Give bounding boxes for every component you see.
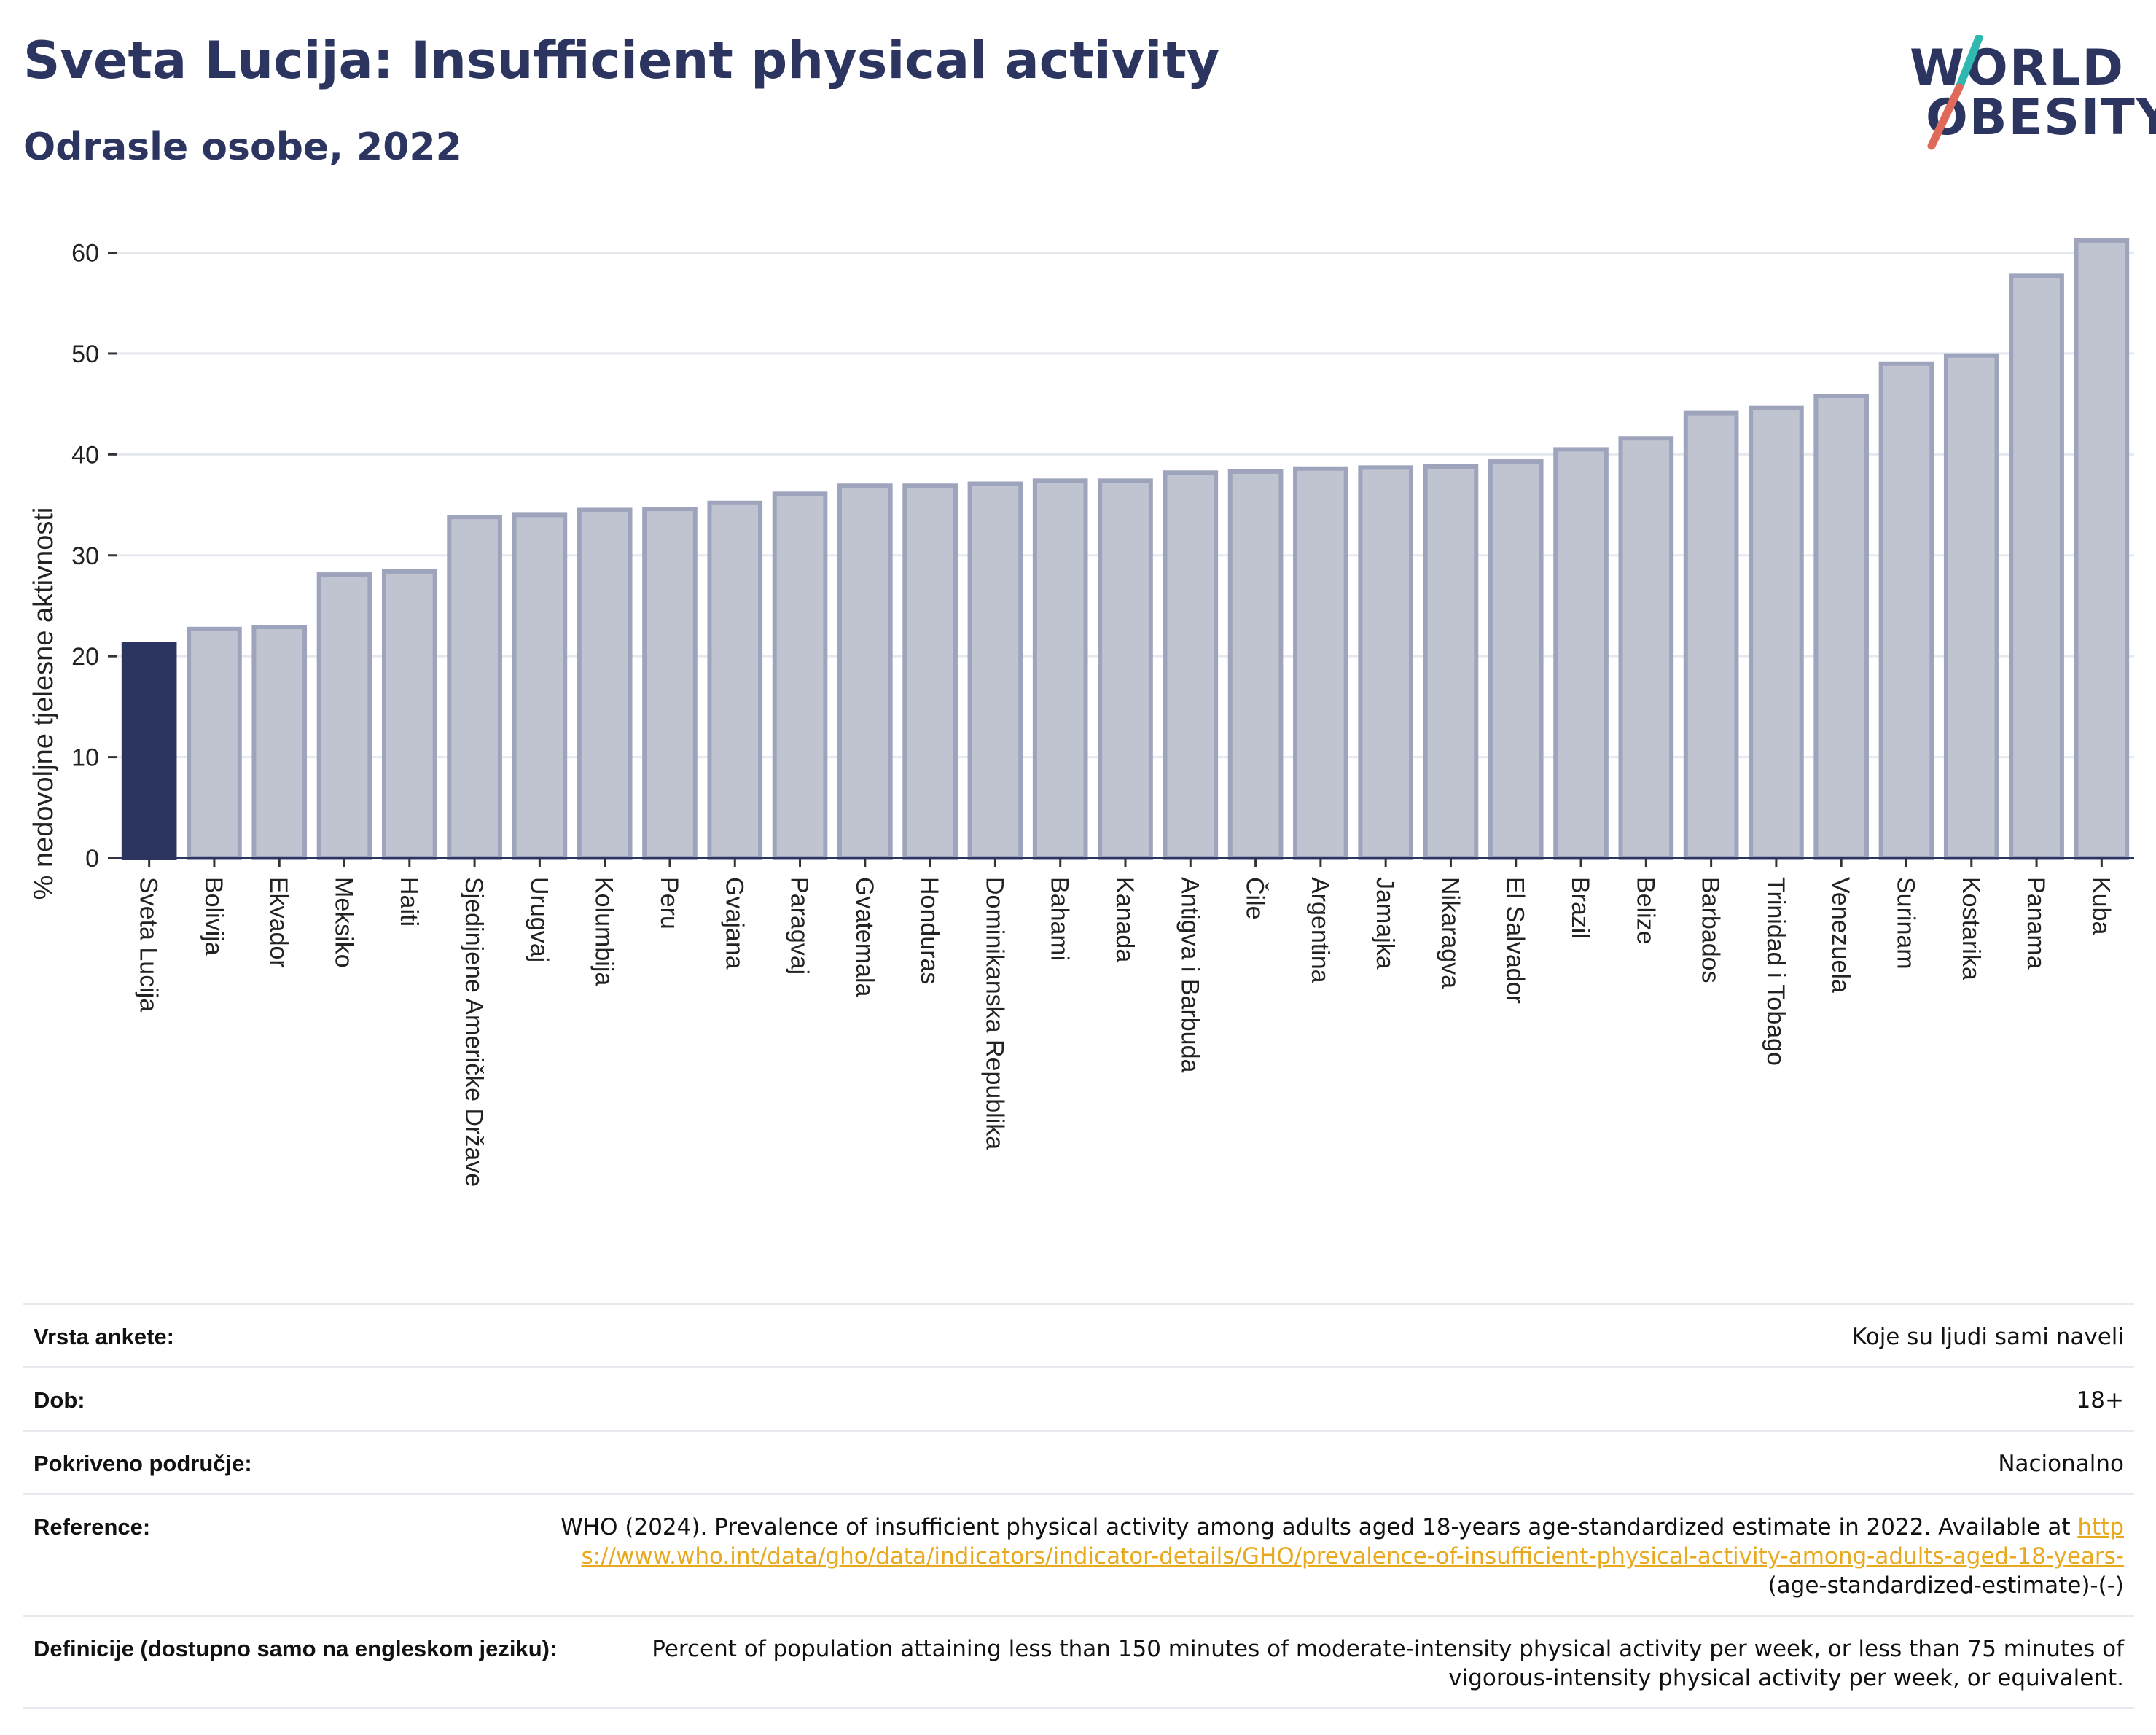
- logo-slash-icon: [1927, 35, 1983, 150]
- x-tick-label: Kolumbija: [590, 877, 618, 986]
- bar-panama[interactable]: [2009, 273, 2064, 861]
- x-tick-label: Belize: [1631, 877, 1659, 945]
- meta-value: 18+: [2076, 1387, 2124, 1414]
- x-tick-label: Ekvador: [265, 877, 292, 968]
- meta-key: Dob:: [34, 1387, 85, 1413]
- x-tick-label: Kuba: [2087, 877, 2114, 935]
- x-tick-label: Peru: [655, 877, 683, 929]
- bar-gvatemala[interactable]: [837, 483, 893, 860]
- x-tick-label: Bahami: [1046, 877, 1074, 961]
- meta-row: Pokriveno područje: Nacionalno: [23, 1430, 2134, 1493]
- x-tick-label: Sjedinjene Američke Države: [460, 877, 488, 1187]
- bar-surinam[interactable]: [1878, 361, 1934, 860]
- x-tick-label: Gvatemala: [851, 877, 878, 997]
- bar-meksiko[interactable]: [316, 572, 372, 860]
- y-tick-label: 50: [71, 340, 99, 368]
- x-tick-label: Brazil: [1566, 877, 1594, 939]
- x-tick-label: Čile: [1241, 877, 1269, 920]
- logo-text-obesity: OBESITY: [1926, 89, 2156, 147]
- world-obesity-logo: WORLD OBESITY: [1895, 35, 2156, 159]
- x-tick-label: Argentina: [1306, 877, 1334, 983]
- meta-key: Reference:: [34, 1514, 151, 1540]
- bar-honduras[interactable]: [902, 483, 958, 860]
- meta-key: Definicije (dostupno samo na engleskom j…: [34, 1636, 558, 1661]
- metadata-table: Vrsta ankete: Koje su ljudi sami naveli …: [23, 1303, 2134, 1709]
- bar-antigva-i-barbuda[interactable]: [1163, 470, 1219, 860]
- x-tick-label: Nikaragva: [1436, 877, 1464, 989]
- bar-kanada[interactable]: [1098, 478, 1153, 861]
- bar-nikaragva[interactable]: [1423, 464, 1479, 860]
- meta-value: Percent of population attaining less tha…: [652, 1636, 2124, 1691]
- axes: 0 10 20 30 40 50 60 Sveta Lucija Bolivija Ekvador…: [71, 240, 2134, 1187]
- y-tick-label: 20: [71, 643, 99, 671]
- x-tick-label: Dominikanska Republika: [980, 877, 1008, 1150]
- bar-sveta-lucija[interactable]: [121, 642, 177, 860]
- x-tick-label: Venezuela: [1827, 877, 1854, 993]
- meta-key: Vrsta ankete:: [34, 1324, 174, 1349]
- bar-kuba[interactable]: [2074, 238, 2130, 860]
- bar-peru[interactable]: [642, 507, 698, 860]
- meta-row: Vrsta ankete: Koje su ljudi sami naveli: [23, 1303, 2134, 1366]
- meta-value: Koje su ljudi sami naveli: [1851, 1324, 2124, 1350]
- bar-dominikanska-republika[interactable]: [967, 481, 1023, 860]
- bar-gvajana[interactable]: [707, 500, 763, 860]
- chart-subtitle: Odrasle osobe, 2022: [23, 125, 462, 169]
- bar-sjedinjene-američke-države[interactable]: [447, 515, 502, 860]
- x-tick-label: Gvajana: [720, 877, 748, 970]
- x-tick-label: Kostarika: [1957, 877, 1985, 980]
- x-tick-label: Jamajka: [1371, 877, 1399, 970]
- logo-text-world: WORLD: [1910, 39, 2125, 97]
- bar-trinidad-i-tobago[interactable]: [1749, 405, 1804, 860]
- x-tick-label: Kanada: [1111, 877, 1138, 962]
- x-tick-label: El Salvador: [1501, 877, 1529, 1004]
- x-tick-label: Bolivija: [200, 877, 227, 956]
- bar-kostarika[interactable]: [1943, 353, 1999, 860]
- bar-bahami[interactable]: [1032, 478, 1088, 861]
- bar-urugvaj[interactable]: [512, 512, 568, 860]
- bar-belize[interactable]: [1618, 436, 1674, 860]
- x-tick-label: Surinam: [1891, 877, 1919, 970]
- reference-text: WHO (2024). Prevalence of insufficient p…: [561, 1514, 2071, 1540]
- meta-key: Pokriveno područje:: [34, 1451, 252, 1476]
- bar-paragvaj[interactable]: [772, 491, 828, 860]
- bar-venezuela[interactable]: [1813, 394, 1870, 861]
- meta-value: WHO (2024). Prevalence of insufficient p…: [558, 1495, 2134, 1615]
- y-tick-label: 0: [85, 845, 99, 873]
- bar-kolumbija[interactable]: [577, 507, 633, 860]
- reference-link[interactable]: https://www.who.int/data/gho/data/indica…: [581, 1514, 2124, 1570]
- x-tick-label: Honduras: [915, 877, 943, 984]
- x-tick-label: Paragvaj: [786, 877, 813, 975]
- x-tick-label: Trinidad i Tobago: [1762, 877, 1789, 1066]
- meta-row-reference: Reference: WHO (2024). Prevalence of ins…: [23, 1493, 2134, 1615]
- x-tick-label: Urugvaj: [525, 877, 552, 962]
- meta-value: Nacionalno: [1998, 1451, 2124, 1477]
- meta-row: Dob: 18+: [23, 1366, 2134, 1430]
- bar-čile[interactable]: [1227, 469, 1284, 860]
- bars: [121, 238, 2130, 861]
- bar-chart: 0 10 20 30 40 50 60 Sveta Lucija Bolivija Ekvador…: [28, 238, 2134, 1187]
- y-tick-label: 60: [71, 240, 99, 268]
- bar-brazil[interactable]: [1553, 447, 1609, 860]
- y-tick-label: 40: [71, 441, 99, 469]
- bar-barbados[interactable]: [1683, 410, 1739, 861]
- x-tick-label: Meksiko: [330, 877, 358, 968]
- bar-ekvador[interactable]: [251, 625, 308, 860]
- x-tick-label: Haiti: [395, 877, 423, 927]
- bar-bolivija[interactable]: [187, 626, 242, 860]
- bar-haiti[interactable]: [381, 569, 437, 861]
- x-tick-label: Antigva i Barbuda: [1176, 877, 1203, 1072]
- y-tick-label: 30: [71, 542, 99, 570]
- y-axis-label: % nedovoljne tjelesne aktivnosti: [28, 507, 59, 900]
- bar-jamajka[interactable]: [1358, 465, 1413, 861]
- bar-el-salvador[interactable]: [1488, 459, 1544, 860]
- chart-title: Sveta Lucija: Insufficient physical acti…: [23, 31, 1220, 90]
- meta-row-definition: Definicije (dostupno samo na engleskom j…: [23, 1615, 2134, 1709]
- x-tick-label: Panama: [2022, 877, 2050, 970]
- y-tick-label: 10: [71, 744, 99, 772]
- bar-argentina[interactable]: [1293, 466, 1348, 860]
- x-tick-label: Sveta Lucija: [135, 877, 163, 1012]
- x-tick-label: Barbados: [1697, 877, 1725, 983]
- reference-suffix: (age-standardized-estimate)-(-): [1768, 1572, 2124, 1599]
